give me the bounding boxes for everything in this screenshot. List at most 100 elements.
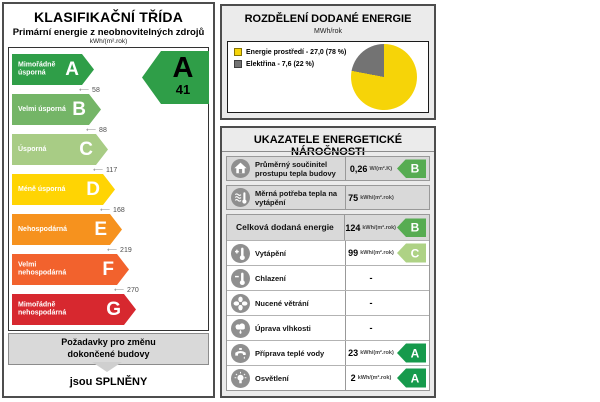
- energy-split-title: ROZDĚLENÍ DODANÉ ENERGIE: [244, 13, 412, 25]
- class-badge: C: [397, 243, 426, 263]
- class-limit-c-value: 117: [106, 167, 118, 174]
- class-limit-a: 58: [79, 86, 100, 94]
- heat-demand-icon: [231, 188, 250, 207]
- pie-legend: Energie prostředí - 27,0 (78 %) Elektřin…: [234, 48, 346, 72]
- class-letter-f: F: [102, 258, 114, 280]
- class-limit-b-value: 88: [99, 127, 107, 134]
- indicator-value: 0,26: [349, 163, 368, 174]
- legend-swatch-environment-energy: [234, 48, 242, 56]
- indicator-label: Příprava teplé vody: [255, 348, 325, 358]
- class-letter-a: A: [65, 58, 79, 80]
- pie-chart-box: Energie prostředí - 27,0 (78 %) Elektřin…: [227, 41, 429, 113]
- indicator-value: 124: [345, 222, 361, 233]
- class-arrow-e: Nehospodárná E: [12, 214, 122, 245]
- indicator-value-cell: -: [345, 291, 429, 315]
- indicator-label: Průměrný součinitel prostupu tepla budov…: [255, 159, 336, 178]
- indicator-label: Chlazení: [255, 273, 286, 283]
- lighting-icon: [231, 368, 250, 388]
- indicator-label-cell: Úprava vlhkosti: [227, 316, 345, 340]
- indicator-value: 2: [350, 373, 356, 383]
- indicators-table: Průměrný součinitel prostupu tepla budov…: [226, 156, 430, 391]
- class-limit-a-value: 58: [92, 87, 100, 94]
- indicators-title: UKAZATELE ENERGETICKÉ NÁROČNOSTI: [253, 134, 403, 158]
- indicator-value-cell: 2 kWh/(m².rok) A: [345, 366, 429, 390]
- indicator-value-cell: 0,26 W/(m².K) B: [345, 157, 429, 180]
- class-label-c: Úsporná: [18, 145, 47, 153]
- classification-subtitle: Primární energie z neobnovitelných zdroj…: [12, 27, 205, 38]
- energy-split-panel: ROZDĚLENÍ DODANÉ ENERGIE MWh/rok Energie…: [220, 4, 436, 120]
- indicator-value: -: [369, 273, 373, 283]
- indicator-label: Osvětlení: [255, 373, 289, 383]
- indicator-row-humidity: Úprava vlhkosti -: [227, 315, 429, 340]
- class-letter-e: E: [94, 218, 107, 240]
- indicator-unit: kWh/(m².rok): [360, 194, 394, 201]
- indicator-row-cooling: Chlazení -: [227, 265, 429, 290]
- indicator-label-cell: Průměrný součinitel prostupu tepla budov…: [227, 157, 345, 180]
- indicator-label: Vytápění: [255, 248, 286, 258]
- indicator-unit: kWh/(m².rok): [360, 250, 394, 256]
- class-badge: A: [397, 343, 426, 363]
- class-arrow-d: Méně úsporná D: [12, 174, 115, 205]
- class-label-e: Nehospodárná: [18, 225, 68, 233]
- indicators-group: Celková dodaná energie 124 kWh/(m².rok) …: [226, 214, 430, 391]
- indicator-row-heat-transfer: Průměrný součinitel prostupu tepla budov…: [226, 156, 430, 181]
- indicator-value: 99: [348, 248, 359, 258]
- indicator-label: Celková dodaná energie: [236, 222, 334, 233]
- result-class-value: 41: [175, 82, 191, 97]
- indicator-unit: kWh/(m².rok): [362, 224, 396, 231]
- class-arrow-b: Velmi úsporná B: [12, 94, 101, 125]
- indicator-row-ventilation: Nucené větrání -: [227, 290, 429, 315]
- indicators-panel: UKAZATELE ENERGETICKÉ NÁROČNOSTI Průměrn…: [220, 126, 436, 398]
- class-limit-e-value: 219: [120, 247, 132, 254]
- indicator-value-cell: 124 kWh/(m².rok) B: [344, 215, 429, 240]
- class-badge: A: [397, 368, 426, 388]
- limit-arrow-icon: [107, 247, 120, 254]
- class-label-b: Velmi úsporná: [18, 105, 66, 113]
- legend-item: Elektřina - 7,6 (22 %): [234, 60, 346, 68]
- indicator-value: 75: [348, 192, 359, 203]
- indicator-value: -: [369, 323, 373, 333]
- classification-scale: Mimořádně úsporná A 58 Velmi úsporná B 8…: [8, 47, 209, 331]
- limit-arrow-icon: [93, 167, 106, 174]
- indicator-label: Měrná potřeba tepla na vytápění: [255, 188, 338, 207]
- indicator-unit: kWh/(m².rok): [357, 375, 392, 381]
- indicator-row-total-energy: Celková dodaná energie 124 kWh/(m².rok) …: [227, 215, 429, 240]
- class-limit-c: 117: [93, 166, 117, 174]
- divider: [222, 151, 434, 152]
- indicator-label: Úprava vlhkosti: [255, 323, 311, 333]
- indicator-row-lighting: Osvětlení 2 kWh/(m².rok) A: [227, 365, 429, 390]
- house-icon: [231, 159, 250, 178]
- class-label-g: Mimořádně nehospodárná: [18, 301, 67, 317]
- class-limit-d-value: 168: [113, 207, 125, 214]
- indicator-unit: W/(m².K): [369, 165, 393, 172]
- classification-panel: KLASIFIKAČNÍ TŘÍDA Primární energie z ne…: [2, 2, 215, 398]
- requirements-line1: Požadavky pro změnu: [61, 337, 156, 347]
- class-badge: B: [397, 159, 426, 178]
- chevron-down-icon: [92, 362, 122, 372]
- indicator-label-cell: Měrná potřeba tepla na vytápění: [227, 186, 345, 209]
- humidity-icon: [231, 318, 250, 338]
- ventilation-icon: [231, 293, 250, 313]
- class-letter-g: G: [106, 298, 121, 320]
- indicator-label-cell: Nucené větrání: [227, 291, 345, 315]
- indicator-value: 23: [348, 348, 359, 358]
- indicator-row-heat-demand: Měrná potřeba tepla na vytápění 75 kWh/(…: [226, 185, 430, 210]
- limit-arrow-icon: [86, 127, 99, 134]
- class-arrow-f: Velmi nehospodárná F: [12, 254, 129, 285]
- class-limit-e: 219: [107, 246, 132, 254]
- limit-arrow-icon: [114, 287, 127, 294]
- indicator-value: -: [369, 298, 373, 308]
- indicator-label-cell: Příprava teplé vody: [227, 341, 345, 365]
- result-class-arrow: A 41: [142, 51, 209, 104]
- requirements-box: Požadavky pro změnu dokončené budovy: [8, 333, 209, 366]
- indicator-value-cell: 23 kWh/(m².rok) A: [345, 341, 429, 365]
- indicator-row-hot-water: Příprava teplé vody 23 kWh/(m².rok) A: [227, 340, 429, 365]
- indicator-label-cell: Chlazení: [227, 266, 345, 290]
- indicator-row-heating: Vytápění 99 kWh/(m².rok) C: [227, 240, 429, 265]
- class-badge: B: [397, 218, 426, 237]
- legend-item: Energie prostředí - 27,0 (78 %): [234, 48, 346, 56]
- legend-label: Elektřina - 7,6 (22 %): [246, 60, 315, 68]
- indicator-value-cell: 99 kWh/(m².rok) C: [345, 241, 429, 265]
- limit-arrow-icon: [79, 87, 92, 94]
